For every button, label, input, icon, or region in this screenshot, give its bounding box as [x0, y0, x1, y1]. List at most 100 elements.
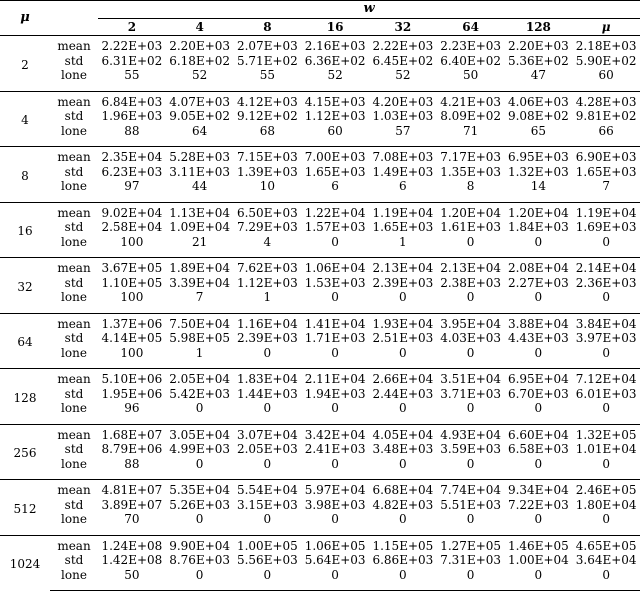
- table-cell: 100: [120, 290, 144, 304]
- stat-label: lone: [61, 401, 87, 415]
- table-cell: 0: [534, 345, 543, 360]
- table-cell: 1.09E+04: [169, 220, 231, 234]
- table-cell: 5.71E+02: [236, 53, 298, 68]
- table-cell: 5.36E+02: [507, 53, 569, 68]
- table-cell: 6.68E+04: [369, 479, 437, 498]
- table-cell: 2.36E+03: [575, 275, 637, 290]
- stat-label: std: [64, 442, 84, 456]
- table-cell: 88: [124, 123, 140, 138]
- table-cell: 21: [191, 234, 208, 249]
- table-cell: 7.08E+03: [369, 146, 437, 165]
- table-cell: 52: [191, 68, 208, 82]
- table-cell: 6.50E+03: [233, 201, 302, 220]
- stat-label: mean: [50, 368, 98, 387]
- table-row: 128 mean 5.10E+06 2.05E+04 1.83E+04 2.11E+04 2…: [0, 368, 640, 424]
- mu-value: 64: [0, 312, 50, 369]
- mu-header: μ: [0, 0, 50, 36]
- stat-label: std: [64, 53, 84, 68]
- table-cell: 5.26E+03: [169, 497, 231, 512]
- table-cell: 4.07E+03: [165, 90, 234, 109]
- stat-label: std: [64, 331, 84, 345]
- table-cell: 6.90E+03: [572, 146, 640, 165]
- table-cell: 1.20E+04: [436, 201, 505, 220]
- table-cell: 1.00E+04: [507, 553, 569, 567]
- mu-value: 2: [0, 35, 50, 91]
- stat-header-blank-2: [50, 19, 98, 36]
- table-cell: 1.39E+03: [236, 164, 298, 179]
- table-cell: 0: [602, 456, 610, 471]
- table-row: 32 mean 3.67E+05 1.89E+04 7.62E+03 1.06E+04 2.…: [0, 257, 640, 313]
- table-row: std 3.89E+07 5.26E+03 3.15E+03 3.98E+03 4.82E…: [0, 498, 640, 513]
- column-header-mu: μ: [601, 19, 611, 34]
- table-cell: 6.40E+02: [440, 53, 502, 68]
- table-cell: 2.08E+04: [504, 257, 573, 276]
- table-cell: 5.98E+05: [169, 331, 231, 345]
- table-row: std 6.31E+02 6.18E+02 5.71E+02 6.36E+02 6.45E…: [0, 54, 640, 69]
- table-cell: 5.64E+03: [304, 553, 366, 567]
- column-header: 32: [394, 19, 412, 34]
- table-cell: 4.14E+05: [101, 331, 163, 345]
- table-cell: 4.05E+04: [369, 423, 437, 442]
- table-cell: 1.37E+06: [98, 312, 166, 331]
- table-cell: 1.12E+03: [304, 109, 366, 123]
- table-cell: 55: [259, 68, 276, 82]
- table-cell: 6.86E+03: [372, 553, 434, 567]
- table-cell: 8.09E+02: [440, 109, 502, 123]
- table-cell: 1.15E+05: [369, 534, 437, 553]
- table-cell: 3.39E+04: [169, 275, 231, 290]
- column-header: 16: [326, 19, 344, 34]
- table-cell: 0: [399, 456, 407, 471]
- table-cell: 9.81E+02: [575, 109, 637, 123]
- table-cell: 1.03E+03: [372, 109, 434, 123]
- table-cell: 3.98E+03: [304, 497, 366, 512]
- table-cell: 0: [466, 401, 475, 415]
- table-cell: 1.65E+03: [372, 220, 434, 234]
- table-cell: 0: [331, 345, 339, 360]
- table-cell: 7.62E+03: [233, 257, 302, 276]
- table-cell: 0: [504, 567, 573, 591]
- table-cell: 57: [395, 123, 411, 138]
- table-cell: 0: [331, 290, 339, 304]
- mu-group: 2 mean 2.22E+03 2.20E+03 2.07E+03 2.16E+03 2.2…: [0, 35, 640, 91]
- table-row: std 6.23E+03 3.11E+03 1.39E+03 1.65E+03 1.49E…: [0, 165, 640, 180]
- table-cell: 2.39E+03: [372, 275, 434, 290]
- table-cell: 60: [327, 123, 343, 138]
- table-cell: 3.51E+04: [436, 368, 505, 387]
- table-cell: 0: [602, 234, 610, 249]
- table-cell: 68: [259, 123, 276, 138]
- table-cell: 1.01E+04: [575, 442, 637, 456]
- table-cell: 2.35E+04: [98, 146, 166, 165]
- table-cell: 7.74E+04: [436, 479, 505, 498]
- table-cell: 0: [263, 345, 272, 360]
- table-cell: 2.46E+05: [572, 479, 640, 498]
- table-cell: 5.42E+03: [169, 386, 231, 401]
- stat-label: std: [64, 386, 84, 401]
- table-cell: 1.06E+05: [301, 534, 369, 553]
- table-row: 512 mean 4.81E+07 5.35E+04 5.54E+04 5.97E+04 6…: [0, 479, 640, 535]
- mu-group: 16 mean 9.02E+04 1.13E+04 6.50E+03 1.22E+04 1.…: [0, 201, 640, 258]
- table-cell: 2.41E+03: [304, 442, 366, 456]
- table-row: lone 100 21 4 0 1 0 0 0: [0, 235, 640, 258]
- table-cell: 6.01E+03: [575, 386, 637, 401]
- table-cell: 0: [534, 456, 543, 471]
- stat-label: std: [64, 109, 84, 123]
- stat-label: mean: [50, 146, 98, 165]
- table-cell: 1.96E+03: [101, 109, 163, 123]
- table-row: 1024 mean 1.24E+08 9.90E+04 1.00E+05 1.06E+05…: [0, 534, 640, 591]
- table-cell: 6: [399, 179, 407, 193]
- table-row: lone 100 1 0 0 0 0 0 0: [0, 346, 640, 369]
- table-cell: 3.48E+03: [372, 442, 434, 456]
- table-cell: 2.20E+03: [504, 35, 573, 54]
- w-header: w: [98, 0, 640, 19]
- table-cell: 0: [195, 512, 204, 526]
- table-cell: 0: [233, 567, 302, 591]
- table-cell: 0: [602, 512, 610, 526]
- table-cell: 6.95E+04: [504, 368, 573, 387]
- table-cell: 6.31E+02: [101, 53, 163, 68]
- table-cell: 2.38E+03: [440, 275, 502, 290]
- table-cell: 52: [327, 68, 343, 82]
- table-cell: 0: [602, 345, 610, 360]
- table-cell: 50: [98, 567, 166, 591]
- table-cell: 88: [124, 456, 140, 471]
